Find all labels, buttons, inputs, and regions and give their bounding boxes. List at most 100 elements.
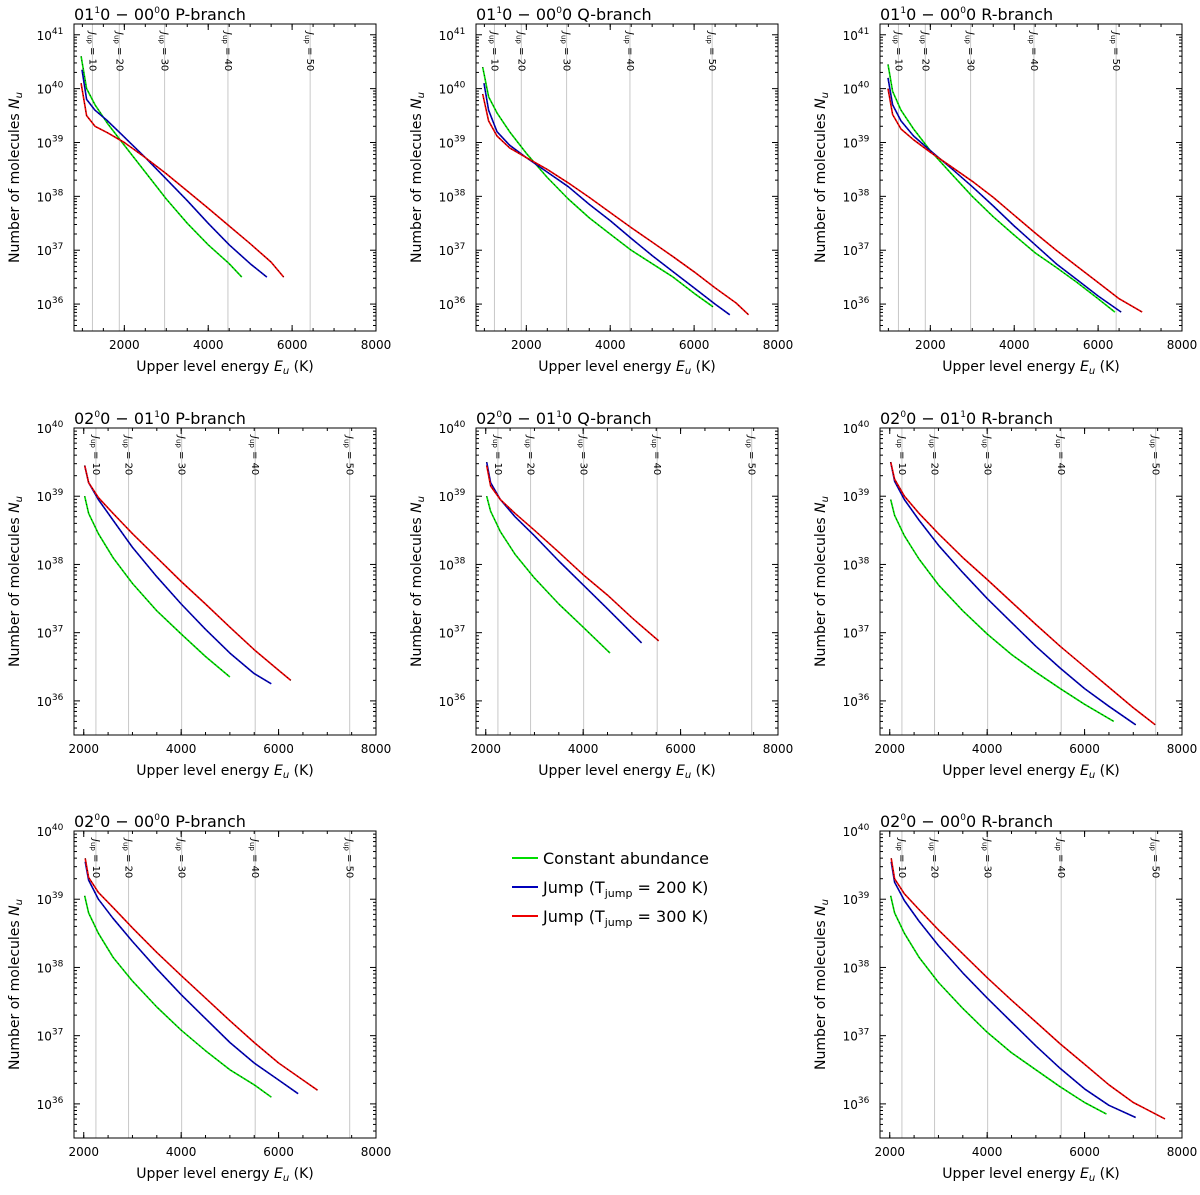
j-value: = 10 [892, 44, 903, 71]
j-subscript: up [1109, 35, 1117, 44]
title-part: 0 P-branch [160, 5, 246, 24]
axes-frame [879, 830, 1183, 1139]
title-part: 0 − 00 [502, 5, 556, 24]
j-letter: J [578, 434, 589, 439]
axes-frame [475, 427, 779, 736]
j-letter: J [488, 30, 499, 35]
j-level-label: Jup = 40 [1054, 837, 1066, 878]
series-line [889, 895, 1107, 1115]
subplot-title: 0200 − 0110 R-branch [880, 409, 1053, 428]
j-letter: J [982, 434, 993, 439]
series-dots [887, 64, 1116, 313]
j-level-label: Jup = 50 [1149, 837, 1161, 878]
y-label-text: Number of molecules [813, 109, 829, 263]
y-tick-label: 1036 [843, 693, 870, 709]
j-subscript: up [745, 439, 753, 448]
y-tick-base: 10 [439, 558, 454, 572]
j-level-label: Jup = 40 [248, 837, 260, 878]
y-tick-label: 1037 [37, 1028, 64, 1044]
y-tick-base: 10 [37, 961, 52, 975]
series-dots [84, 858, 318, 1091]
j-letter: J [1055, 837, 1066, 842]
j-letter: J [965, 30, 976, 35]
y-tick-base: 10 [843, 298, 858, 312]
j-level-label: Jup = 40 [1027, 30, 1039, 71]
x-label-subscript: u [1089, 770, 1095, 781]
j-letter: J [561, 30, 572, 35]
j-letter: J [249, 837, 260, 842]
j-letter: J [222, 30, 233, 35]
y-tick-label: 1037 [439, 242, 466, 258]
series-line [80, 83, 285, 278]
j-subscript: up [122, 842, 130, 851]
j-value: = 30 [159, 44, 170, 71]
j-level-label: Jup = 40 [650, 434, 662, 475]
y-label-text: Number of molecules [813, 916, 829, 1070]
j-letter: J [113, 30, 124, 35]
j-level-label: Jup = 50 [1149, 434, 1161, 475]
series-dots [84, 465, 292, 681]
y-label-symbol: N [7, 905, 23, 916]
j-value: = 10 [896, 851, 907, 878]
y-label-subscript: u [14, 899, 25, 905]
y-label-subscript: u [416, 92, 427, 98]
y-axis-label: Number of molecules Nu [7, 496, 25, 667]
series-line [84, 858, 318, 1091]
x-label-unit: (K) [1095, 1166, 1120, 1182]
series-dots [486, 496, 611, 654]
x-axis-label: Upper level energy Eu (K) [136, 1166, 314, 1184]
j-subscript: up [112, 35, 120, 44]
j-subscript: up [175, 842, 183, 851]
series-line [890, 858, 1166, 1120]
y-tick-exponent: 37 [454, 625, 465, 635]
y-tick-base: 10 [37, 1098, 52, 1112]
j-level-label: Jup = 50 [1109, 30, 1121, 71]
y-tick-label: 1038 [37, 556, 64, 572]
y-tick-label: 1038 [37, 959, 64, 975]
j-letter: J [896, 434, 907, 439]
y-tick-exponent: 37 [858, 1028, 869, 1038]
series-dots [890, 861, 1136, 1118]
j-level-label: Jup = 30 [158, 30, 170, 71]
j-letter: J [86, 30, 97, 35]
y-axis-label: Number of molecules Nu [813, 496, 831, 667]
j-value: = 20 [123, 851, 134, 878]
x-label-symbol: E [274, 1166, 283, 1182]
j-subscript: up [623, 35, 631, 44]
x-tick-label: 2000 [915, 338, 946, 352]
j-subscript: up [248, 842, 256, 851]
title-part: 0 Q-branch [562, 5, 652, 24]
x-label-text: Upper level energy [538, 763, 676, 779]
y-tick-base: 10 [439, 298, 454, 312]
j-value: = 10 [90, 448, 101, 475]
y-tick-exponent: 39 [454, 134, 466, 144]
series-dots [84, 496, 231, 678]
j-value: = 30 [982, 448, 993, 475]
j-value: = 50 [746, 448, 757, 475]
y-tick-base: 10 [843, 422, 858, 436]
y-tick-base: 10 [843, 825, 858, 839]
y-tick-base: 10 [37, 1030, 52, 1044]
x-label-text: Upper level energy [538, 359, 676, 375]
axes-frame [475, 23, 779, 332]
j-value: = 30 [176, 851, 187, 878]
j-letter: J [525, 434, 536, 439]
title-part: 0 R-branch [966, 409, 1053, 428]
y-label-subscript: u [416, 496, 427, 502]
j-letter: J [982, 837, 993, 842]
j-letter: J [1150, 434, 1161, 439]
j-level-label: Jup = 10 [89, 837, 101, 878]
j-subscript: up [1027, 35, 1035, 44]
x-axis-label: Upper level energy Eu (K) [942, 1166, 1120, 1184]
y-tick-exponent: 39 [858, 134, 870, 144]
title-superscript: 1 [154, 410, 160, 420]
title-superscript: 0 [94, 813, 100, 823]
y-tick-label: 1036 [37, 296, 64, 312]
y-tick-exponent: 40 [52, 823, 64, 833]
y-tick-exponent: 40 [454, 420, 466, 430]
y-tick-base: 10 [37, 490, 52, 504]
series-line [889, 461, 1156, 726]
x-axis-label: Upper level energy Eu (K) [538, 359, 716, 377]
series-line [485, 465, 660, 642]
